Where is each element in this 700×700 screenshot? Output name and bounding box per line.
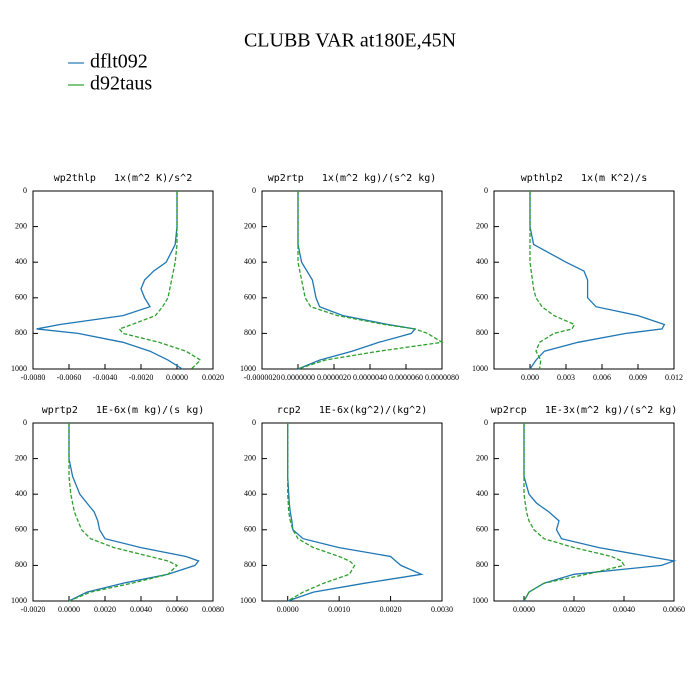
legend-label: dflt092 bbox=[90, 51, 148, 73]
y-tick-label: 800 bbox=[476, 560, 488, 569]
y-tick-label: 800 bbox=[244, 328, 256, 337]
plot-frame bbox=[493, 422, 675, 602]
x-tick-label: 0.006 bbox=[593, 373, 611, 382]
panel-title: wp2rcp 1E-3x(m^2 kg)/(s^2 kg) bbox=[491, 405, 678, 416]
legend-label: d92taus bbox=[90, 73, 152, 95]
y-tick-label: 600 bbox=[476, 293, 488, 302]
x-tick-label: 0.0000 bbox=[166, 373, 188, 382]
panel-title: rcp2 1E-6x(kg^2)/(kg^2) bbox=[277, 405, 428, 416]
x-tick-label: 0.0000 bbox=[58, 605, 80, 614]
x-tick-label: -0.0020 bbox=[129, 373, 154, 382]
x-tick-label: 0.0080 bbox=[202, 605, 224, 614]
y-tick-label: 200 bbox=[244, 453, 256, 462]
y-tick-label: 200 bbox=[15, 453, 27, 462]
x-tick-label: 0.0020 bbox=[94, 605, 116, 614]
y-tick-label: 800 bbox=[476, 328, 488, 337]
y-tick-label: 1000 bbox=[472, 596, 488, 605]
series-line bbox=[287, 423, 424, 602]
y-tick-label: 1000 bbox=[240, 364, 256, 373]
y-tick-label: 0 bbox=[484, 418, 488, 427]
panel-title: wprtp2 1E-6x(m kg)/(s kg) bbox=[42, 405, 205, 416]
x-tick-label: 0.0000020 bbox=[317, 373, 351, 382]
y-tick-label: 200 bbox=[476, 221, 488, 230]
chart-title: CLUBB VAR at180E,45N bbox=[244, 30, 456, 52]
y-tick-label: 800 bbox=[15, 328, 27, 337]
x-tick-label: 0.0020 bbox=[563, 605, 585, 614]
y-tick-label: 1000 bbox=[472, 364, 488, 373]
y-tick-label: 0 bbox=[23, 186, 27, 195]
x-tick-label: 0.0010 bbox=[328, 605, 350, 614]
y-tick-label: 400 bbox=[244, 257, 256, 266]
y-tick-label: 800 bbox=[15, 560, 27, 569]
x-tick-label: -0.0080 bbox=[21, 373, 46, 382]
series-line bbox=[68, 423, 179, 602]
y-tick-label: 400 bbox=[244, 489, 256, 498]
x-tick-label: 0.0000080 bbox=[425, 373, 459, 382]
x-tick-label: 0.0000060 bbox=[389, 373, 423, 382]
y-tick-label: 600 bbox=[244, 293, 256, 302]
x-tick-label: 0.0020 bbox=[202, 373, 224, 382]
series-line bbox=[118, 191, 202, 370]
panel-title: wp2rtp 1x(m^2 kg)/(s^2 kg) bbox=[268, 173, 437, 184]
y-tick-label: 400 bbox=[476, 257, 488, 266]
x-tick-label: -0.0020 bbox=[21, 605, 46, 614]
series-line bbox=[529, 191, 576, 370]
series-line bbox=[68, 423, 200, 602]
y-tick-label: 600 bbox=[15, 293, 27, 302]
y-tick-label: 600 bbox=[476, 525, 488, 534]
x-tick-label: 0.0040 bbox=[130, 605, 152, 614]
x-tick-label: 0.000 bbox=[521, 373, 539, 382]
series-line bbox=[523, 423, 625, 602]
x-tick-label: 0.0060 bbox=[663, 605, 685, 614]
plot-frame bbox=[493, 190, 675, 370]
series-line bbox=[297, 191, 444, 370]
y-tick-label: 0 bbox=[252, 186, 256, 195]
panel-title: wp2thlp 1x(m^2 K)/s^2 bbox=[54, 173, 192, 184]
plot-frame bbox=[32, 422, 214, 602]
x-tick-label: -0.0060 bbox=[57, 373, 82, 382]
y-tick-label: 1000 bbox=[11, 364, 27, 373]
x-tick-label: 0.0020 bbox=[380, 605, 402, 614]
x-tick-label: 0.0040 bbox=[613, 605, 635, 614]
y-tick-label: 400 bbox=[476, 489, 488, 498]
y-tick-label: 1000 bbox=[11, 596, 27, 605]
y-tick-label: 0 bbox=[23, 418, 27, 427]
plot-frame bbox=[32, 190, 214, 370]
x-tick-label: -0.0040 bbox=[93, 373, 118, 382]
y-tick-label: 800 bbox=[244, 560, 256, 569]
y-tick-label: 0 bbox=[252, 418, 256, 427]
series-line bbox=[36, 191, 183, 370]
y-tick-label: 200 bbox=[15, 221, 27, 230]
y-tick-label: 200 bbox=[244, 221, 256, 230]
plot-frame bbox=[261, 190, 443, 370]
series-line bbox=[297, 191, 417, 370]
series-line bbox=[529, 191, 666, 370]
x-tick-label: 0.0000000 bbox=[281, 373, 315, 382]
x-tick-label: 0.012 bbox=[665, 373, 683, 382]
x-tick-label: 0.0030 bbox=[431, 605, 453, 614]
x-tick-label: 0.0000040 bbox=[353, 373, 387, 382]
y-tick-label: 400 bbox=[15, 489, 27, 498]
plot-frame bbox=[261, 422, 443, 602]
y-tick-label: 400 bbox=[15, 257, 27, 266]
y-tick-label: 200 bbox=[476, 453, 488, 462]
y-tick-label: 600 bbox=[15, 525, 27, 534]
x-tick-label: 0.009 bbox=[629, 373, 647, 382]
series-line bbox=[287, 423, 356, 602]
x-tick-label: -0.0000020 bbox=[244, 373, 281, 382]
x-tick-label: 0.0060 bbox=[166, 605, 188, 614]
series-line bbox=[523, 423, 677, 602]
y-tick-label: 1000 bbox=[240, 596, 256, 605]
y-tick-label: 600 bbox=[244, 525, 256, 534]
panel-title: wpthlp2 1x(m K^2)/s bbox=[521, 173, 647, 184]
x-tick-label: 0.003 bbox=[557, 373, 575, 382]
x-tick-label: 0.0000 bbox=[513, 605, 535, 614]
y-tick-label: 0 bbox=[484, 186, 488, 195]
x-tick-label: 0.0000 bbox=[277, 605, 299, 614]
